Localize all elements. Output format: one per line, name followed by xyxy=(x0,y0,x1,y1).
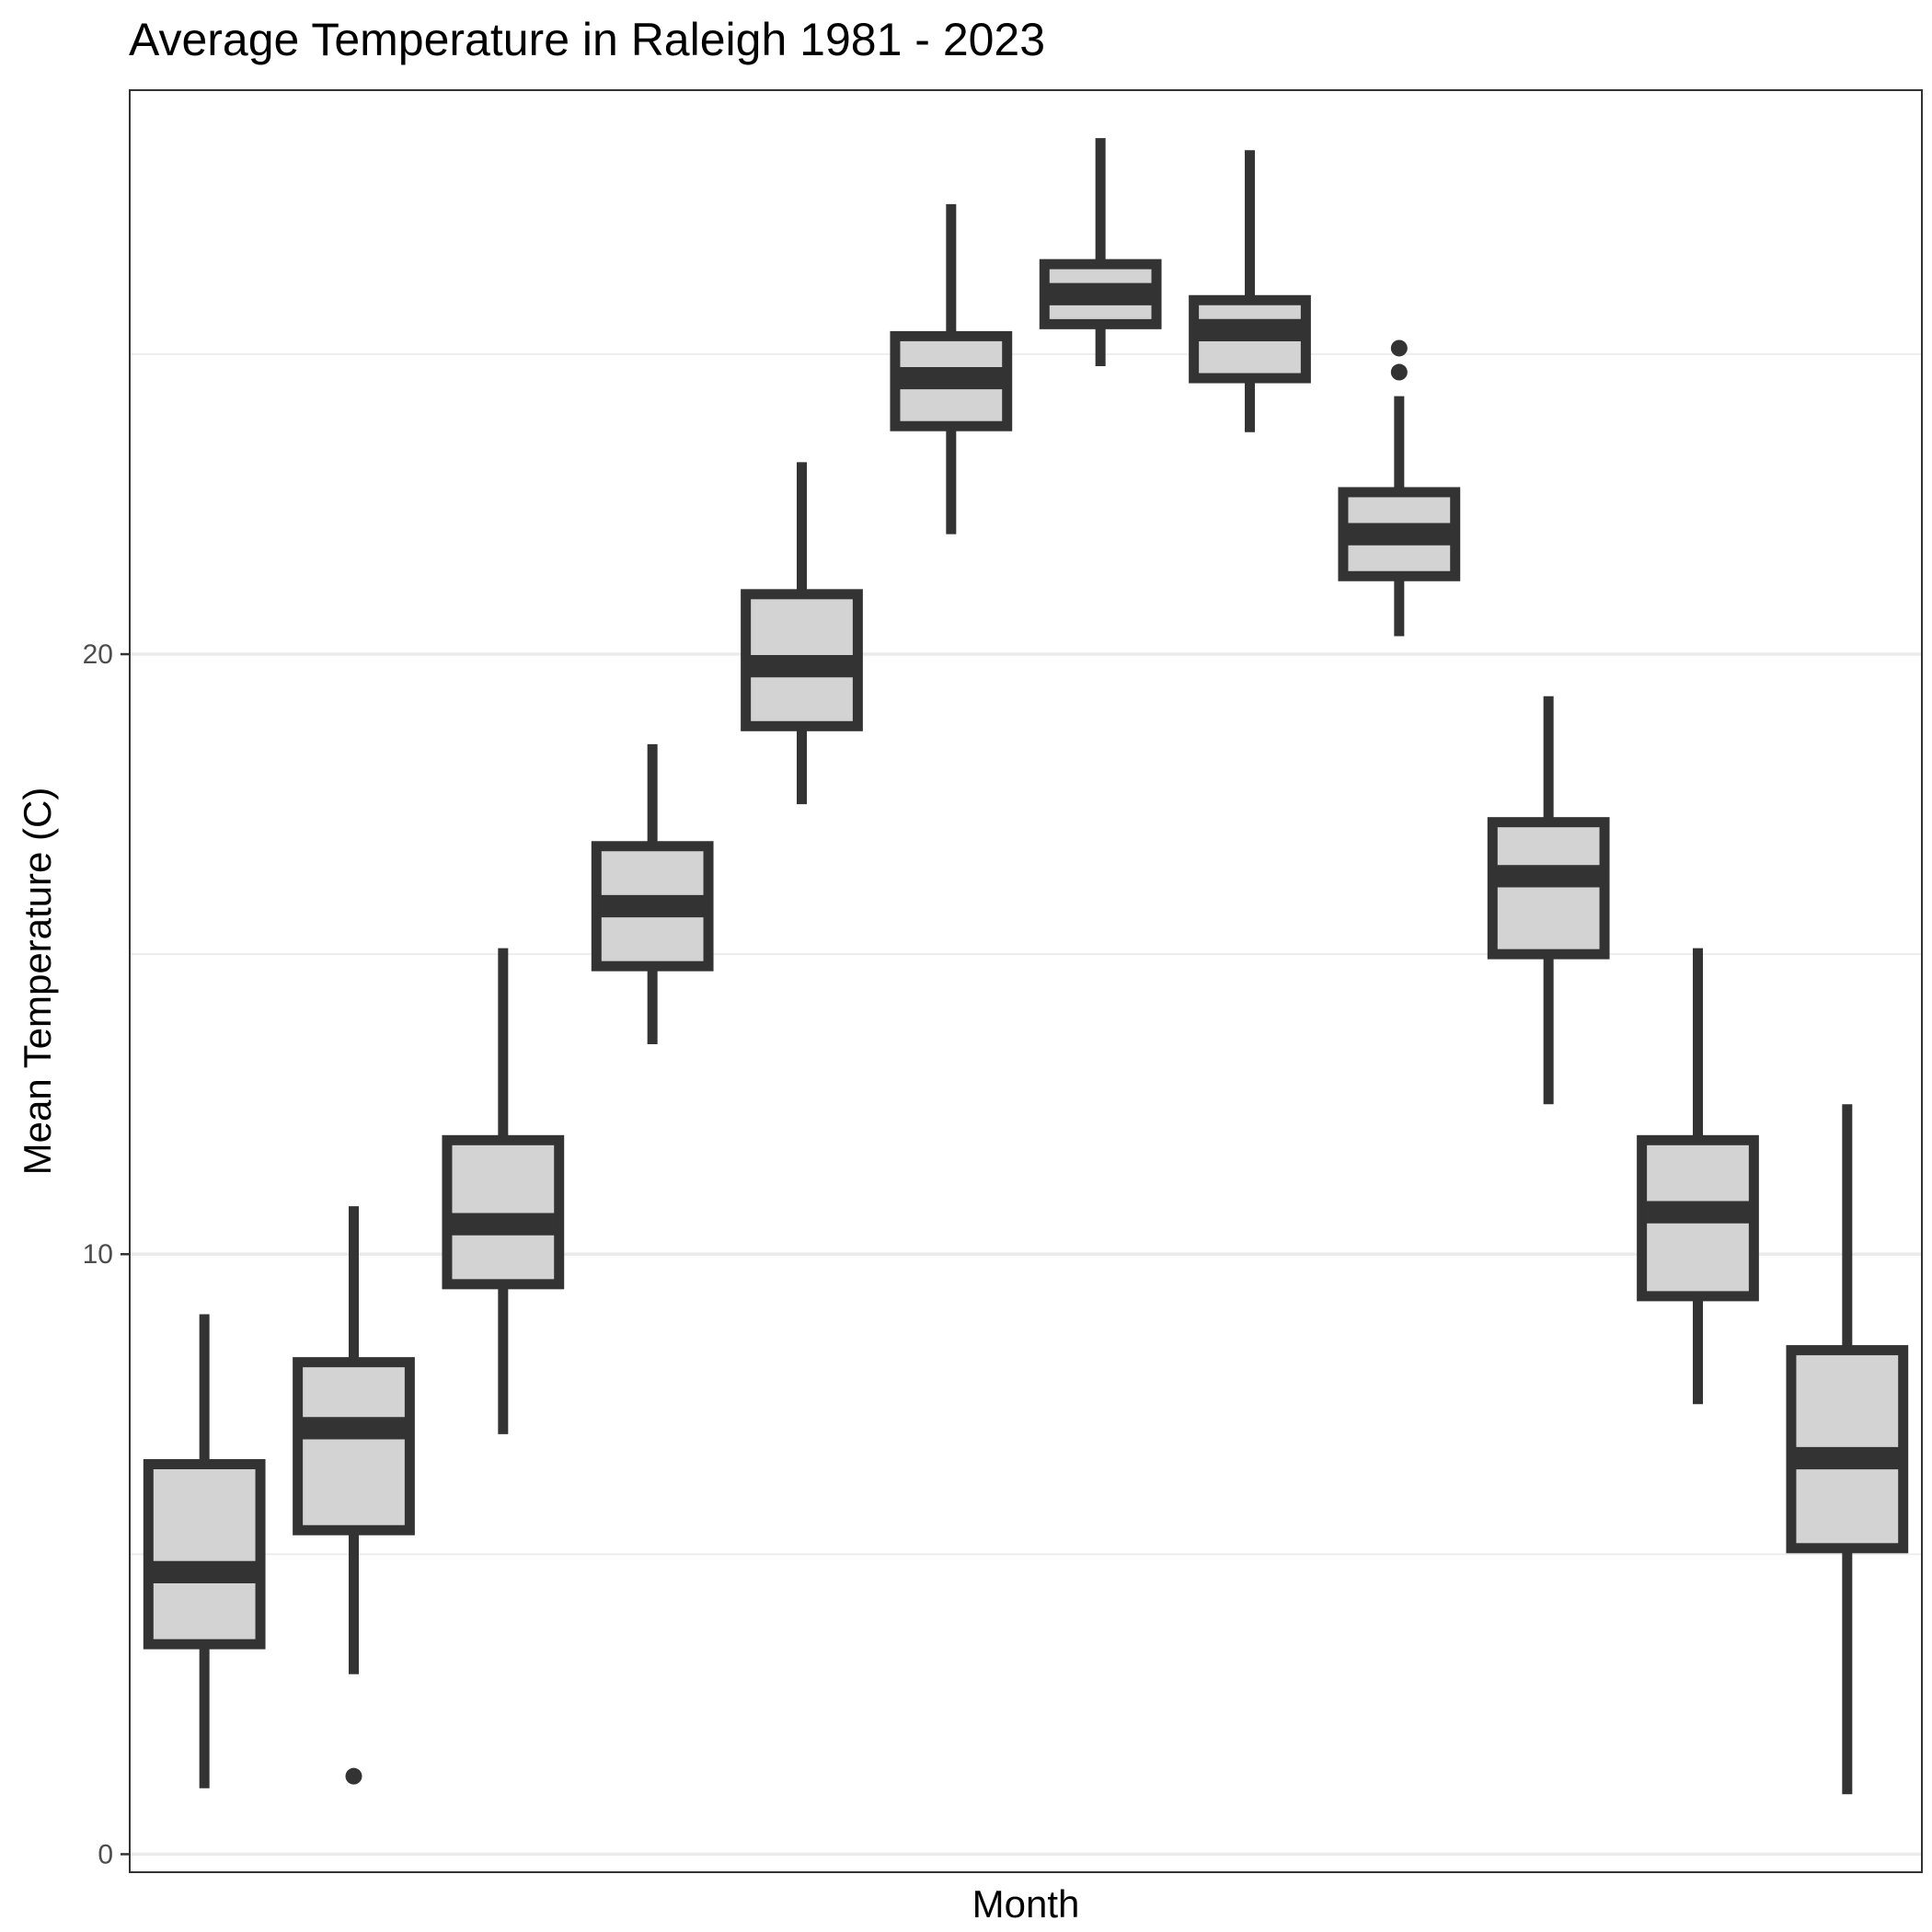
box-iqr xyxy=(442,1134,565,1290)
box-group-7 xyxy=(1039,138,1162,367)
box-group-6 xyxy=(890,203,1013,535)
box-iqr xyxy=(1487,817,1610,960)
outlier-point xyxy=(1390,339,1408,357)
box-group-11 xyxy=(1637,948,1759,1405)
box-group-12 xyxy=(1786,1104,1909,1795)
y-axis: 0 10 20 xyxy=(83,639,130,1869)
y-axis-title: Mean Temperature (C) xyxy=(16,788,59,1176)
box-iqr xyxy=(143,1459,266,1650)
outlier-point xyxy=(345,1767,362,1785)
box-group-5 xyxy=(741,462,863,805)
box-group-1 xyxy=(143,1314,266,1788)
box-group-10 xyxy=(1487,696,1610,1105)
x-axis-title: Month xyxy=(972,1882,1080,1926)
y-tick-label: 20 xyxy=(83,639,113,670)
box-group-9 xyxy=(1338,339,1461,637)
box-iqr xyxy=(293,1357,415,1535)
outlier-point xyxy=(1390,363,1408,381)
panel-border xyxy=(129,89,1923,1873)
grid-lines xyxy=(130,353,1922,1857)
box-group-4 xyxy=(591,743,714,1044)
box-group-3 xyxy=(442,948,565,1434)
box-group-8 xyxy=(1189,150,1311,432)
y-tick-label: 0 xyxy=(98,1839,113,1869)
box-group-2 xyxy=(293,1206,415,1785)
box-series xyxy=(143,138,1909,1795)
y-tick-label: 10 xyxy=(83,1239,113,1270)
chart-title: Average Temperature in Raleigh 1981 - 20… xyxy=(129,14,1046,65)
